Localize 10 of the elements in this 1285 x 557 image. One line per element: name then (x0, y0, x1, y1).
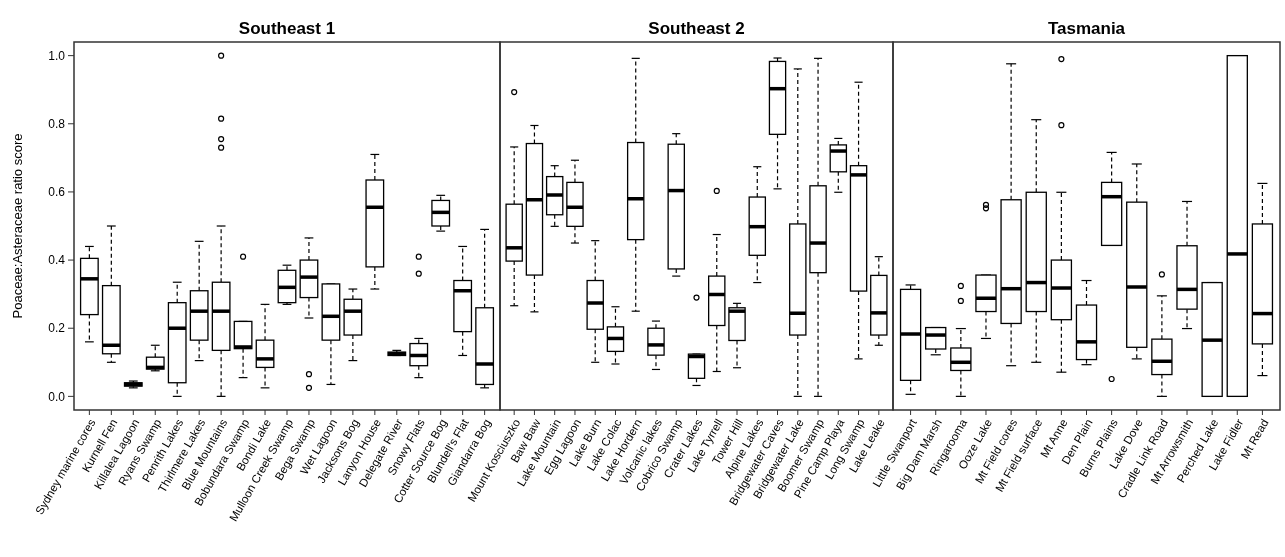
y-tick-label: 0.4 (48, 253, 66, 268)
y-axis-title: Poaceae:Asteraceae ratio score (10, 133, 25, 319)
y-tick-label: 0.6 (48, 185, 66, 200)
chart-title: Southeast 1 (238, 19, 336, 38)
y-tick-label: 0.0 (48, 389, 66, 404)
y-tick-label: 0.2 (48, 321, 66, 336)
y-tick-label: 0.8 (48, 116, 66, 131)
y-tick-label: 1.0 (48, 48, 66, 63)
chart-title: Southeast 2 (648, 19, 745, 38)
chart-title: Tasmania (1047, 19, 1126, 38)
